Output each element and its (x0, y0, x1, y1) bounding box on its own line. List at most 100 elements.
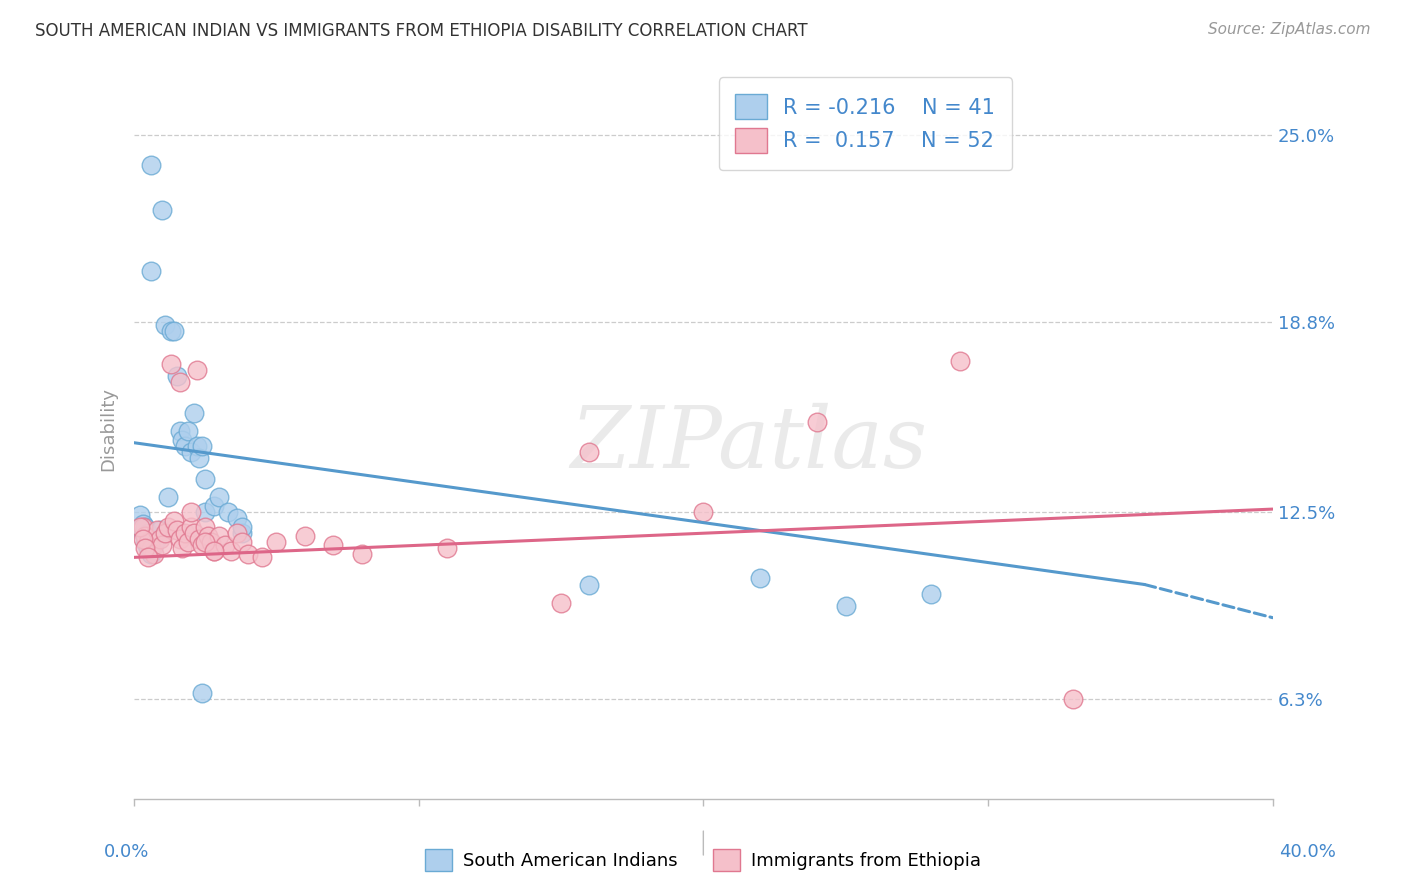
Point (194, 472, 217, 486)
Point (169, 424, 191, 438)
Point (180, 520, 202, 534)
Point (183, 526, 205, 541)
Point (149, 533, 172, 547)
Point (236, 547, 259, 561)
Point (186, 439, 208, 453)
Point (146, 523, 169, 537)
Point (194, 505, 217, 519)
Point (188, 450, 211, 465)
Point (194, 535, 217, 549)
Point (131, 520, 153, 534)
Point (149, 523, 172, 537)
Text: Source: ZipAtlas.com: Source: ZipAtlas.com (1208, 22, 1371, 37)
Point (152, 538, 174, 552)
Point (136, 535, 159, 549)
Point (136, 526, 159, 541)
Point (231, 526, 253, 541)
Point (834, 599, 856, 613)
Point (250, 550, 273, 565)
Point (183, 406, 205, 420)
Point (134, 529, 156, 543)
Point (208, 529, 231, 543)
Point (200, 535, 222, 549)
Point (157, 490, 180, 504)
Point (139, 547, 162, 561)
Point (322, 538, 344, 552)
Point (550, 596, 572, 610)
Point (134, 535, 156, 549)
Point (202, 544, 225, 558)
Point (134, 520, 156, 534)
Point (749, 572, 772, 586)
Point (136, 541, 159, 556)
Text: 0.0%: 0.0% (104, 843, 149, 861)
Point (155, 318, 177, 332)
Point (197, 529, 219, 543)
Point (350, 547, 373, 561)
Point (166, 369, 188, 384)
Point (169, 376, 191, 390)
Point (131, 533, 153, 547)
Point (202, 544, 225, 558)
Point (920, 586, 942, 600)
Point (217, 505, 239, 519)
Point (169, 533, 191, 547)
Point (166, 523, 188, 537)
Point (128, 508, 150, 522)
Point (225, 511, 247, 525)
Point (692, 505, 714, 519)
Point (180, 505, 202, 519)
Point (191, 538, 214, 552)
Point (174, 526, 197, 541)
Point (578, 577, 600, 591)
Point (139, 158, 162, 172)
Point (294, 529, 316, 543)
Point (157, 520, 180, 534)
Text: 40.0%: 40.0% (1279, 843, 1336, 861)
Legend: South American Indians, Immigrants from Ethiopia: South American Indians, Immigrants from … (418, 842, 988, 879)
Point (186, 363, 208, 377)
Y-axis label: Disability: Disability (100, 387, 117, 471)
Point (214, 538, 236, 552)
Point (142, 538, 165, 552)
Point (1062, 692, 1084, 706)
Point (174, 439, 197, 453)
Point (191, 439, 214, 453)
Point (208, 490, 231, 504)
Point (231, 535, 253, 549)
Point (131, 517, 153, 532)
Point (134, 541, 156, 556)
Point (146, 533, 169, 547)
Point (142, 547, 165, 561)
Point (172, 433, 194, 447)
Point (136, 550, 159, 565)
Point (152, 203, 174, 218)
Point (163, 514, 186, 528)
Point (188, 533, 211, 547)
Point (131, 526, 153, 541)
Point (160, 324, 183, 338)
Point (806, 415, 828, 429)
Text: SOUTH AMERICAN INDIAN VS IMMIGRANTS FROM ETHIOPIA DISABILITY CORRELATION CHART: SOUTH AMERICAN INDIAN VS IMMIGRANTS FROM… (35, 22, 808, 40)
Point (231, 520, 253, 534)
Point (225, 526, 247, 541)
Point (177, 424, 200, 438)
Point (139, 264, 162, 278)
Point (578, 444, 600, 458)
Legend: R = -0.216    N = 41, R =  0.157    N = 52: R = -0.216 N = 41, R = 0.157 N = 52 (718, 78, 1012, 169)
Point (191, 686, 214, 700)
Point (266, 535, 288, 549)
Point (139, 541, 162, 556)
Point (160, 357, 183, 371)
Point (128, 520, 150, 534)
Point (194, 520, 217, 534)
Point (172, 541, 194, 556)
Point (180, 444, 202, 458)
Point (155, 526, 177, 541)
Point (219, 544, 242, 558)
Point (202, 499, 225, 513)
Point (948, 354, 970, 368)
Text: ZIPatlas: ZIPatlas (571, 402, 928, 485)
Point (177, 535, 200, 549)
Point (436, 541, 458, 556)
